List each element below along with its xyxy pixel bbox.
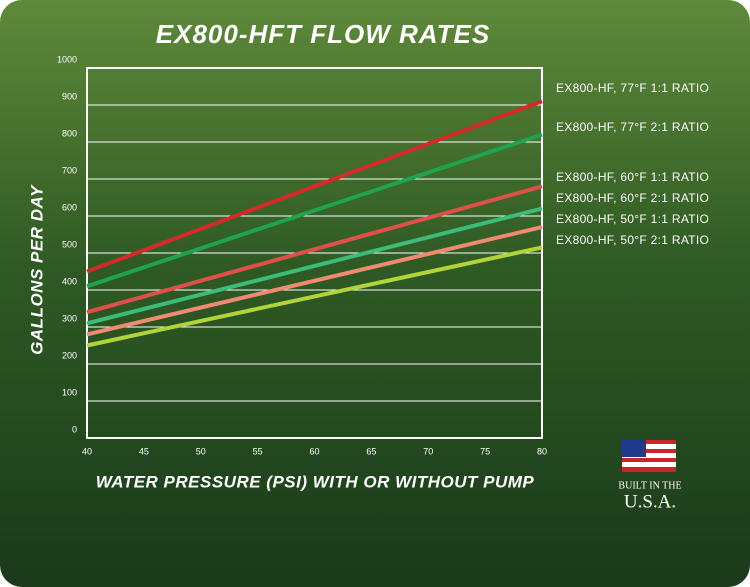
y-tick-label: 500 <box>62 239 77 249</box>
x-tick-label: 45 <box>139 446 149 456</box>
series-line <box>86 245 543 348</box>
y-tick-label: 0 <box>72 424 77 434</box>
legend-label: EX800-HF, 77°F 2:1 RATIO <box>556 120 709 134</box>
series-line <box>86 206 543 326</box>
x-tick-label: 70 <box>423 446 433 456</box>
badge-text: U.S.A. <box>624 491 676 512</box>
x-tick-label: 40 <box>82 446 92 456</box>
y-tick-label: 800 <box>62 128 77 138</box>
chart-title: EX800-HFT FLOW RATES <box>156 19 490 49</box>
series-line <box>86 132 543 289</box>
y-tick-label: 900 <box>62 91 77 101</box>
series-line <box>86 184 543 315</box>
y-tick-label: 700 <box>62 165 77 175</box>
x-tick-label: 55 <box>253 446 263 456</box>
y-tick-label: 100 <box>62 387 77 397</box>
x-tick-label: 65 <box>366 446 376 456</box>
x-tick-label: 50 <box>196 446 206 456</box>
x-tick-label: 80 <box>537 446 547 456</box>
usa-flag <box>622 440 676 472</box>
y-tick-label: 600 <box>62 202 77 212</box>
y-axis-label: GALLONS PER DAY <box>27 184 46 355</box>
x-tick-label: 60 <box>309 446 319 456</box>
legend-label: EX800-HF, 60°F 2:1 RATIO <box>556 191 709 205</box>
legend-label: EX800-HF, 50°F 1:1 RATIO <box>556 212 709 226</box>
series-line <box>86 225 543 337</box>
y-tick-label: 300 <box>62 313 77 323</box>
legend-label: EX800-HF, 60°F 1:1 RATIO <box>556 170 709 184</box>
y-tick-label: 1000 <box>57 54 77 64</box>
legend-label: EX800-HF, 50°F 2:1 RATIO <box>556 233 709 247</box>
badge-text: BUILT IN THE <box>618 480 681 491</box>
x-axis-label: WATER PRESSURE (PSI) WITH OR WITHOUT PUM… <box>96 472 535 491</box>
y-tick-label: 400 <box>62 276 77 286</box>
series-line <box>86 99 543 274</box>
y-tick-label: 200 <box>62 350 77 360</box>
plot-frame <box>86 67 543 439</box>
x-tick-label: 75 <box>480 446 490 456</box>
legend-label: EX800-HF, 77°F 1:1 RATIO <box>556 81 709 95</box>
